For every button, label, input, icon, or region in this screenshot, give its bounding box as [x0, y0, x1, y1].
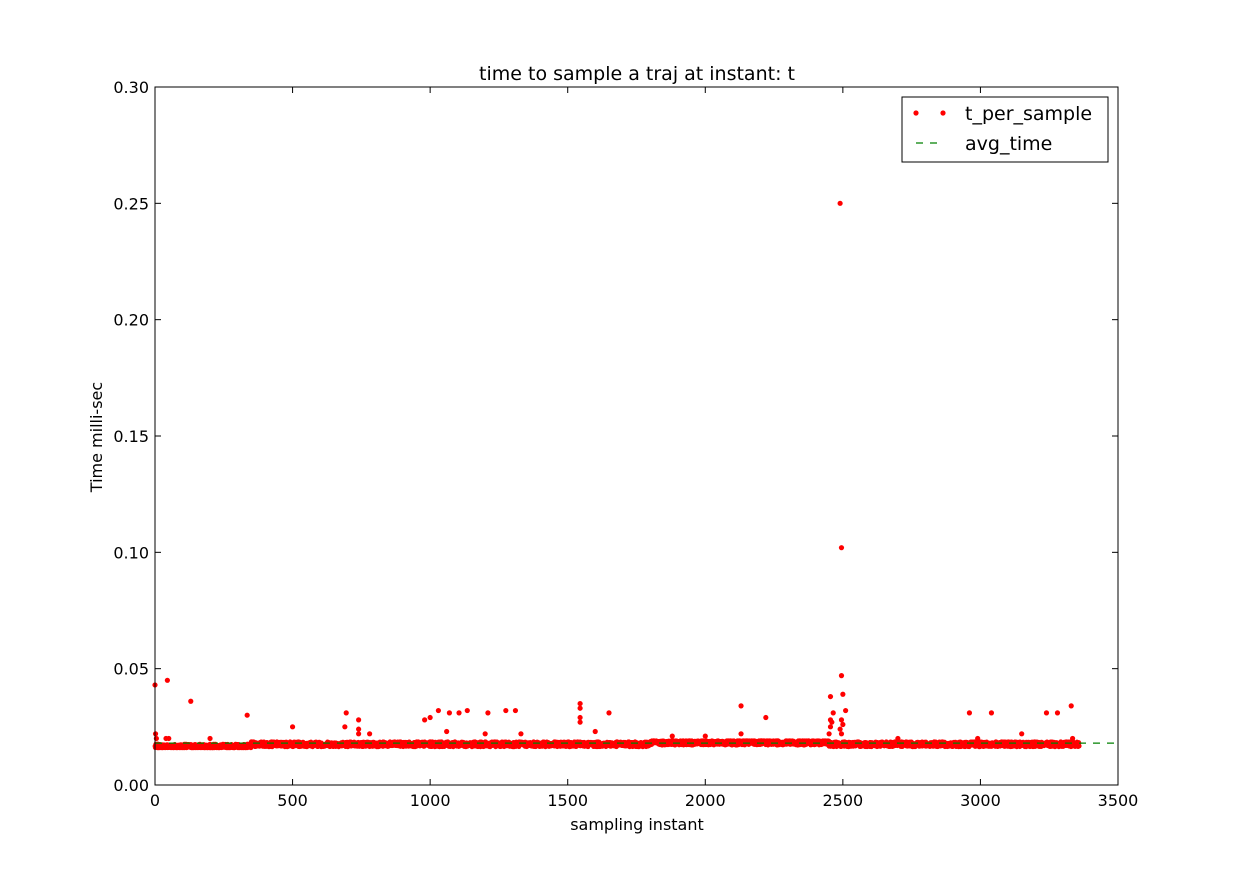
outlier-point: [577, 700, 583, 707]
y-tick-label: 0.15: [113, 427, 149, 446]
y-tick-label: 0.00: [113, 776, 149, 795]
outlier-point: [1068, 703, 1074, 709]
outlier-point: [518, 731, 524, 737]
outlier-point: [485, 710, 491, 716]
y-tick-label: 0.30: [113, 78, 149, 97]
x-tick-label: 2500: [822, 791, 863, 810]
outlier-point: [188, 698, 194, 704]
outlier-point: [840, 721, 846, 728]
outlier-point: [1019, 731, 1025, 737]
outlier-point: [966, 710, 973, 716]
outlier-point: [669, 733, 675, 739]
outlier-point: [356, 717, 362, 723]
outlier-point: [435, 707, 441, 714]
outlier-point: [837, 200, 843, 206]
outlier-point: [244, 712, 250, 718]
outlier-point: [356, 726, 362, 732]
outlier-point: [464, 707, 470, 714]
legend-marker-t-per-sample: [913, 110, 919, 116]
x-tick-label: 1500: [547, 791, 588, 810]
outlier-point: [843, 707, 849, 714]
x-tick-label: 2000: [685, 791, 726, 810]
outlier-point: [342, 724, 348, 730]
x-tick-label: 1000: [410, 791, 451, 810]
outlier-point: [838, 545, 845, 551]
outlier-point: [830, 710, 836, 716]
outlier-point: [356, 731, 362, 737]
outlier-point: [577, 714, 583, 721]
plot-area: [152, 200, 1118, 751]
y-tick-label: 0.25: [113, 194, 149, 213]
outlier-point: [343, 710, 349, 716]
outlier-point: [164, 677, 170, 683]
outlier-point: [826, 731, 832, 737]
outlier-point: [829, 719, 835, 725]
outlier-point: [988, 710, 995, 716]
outlier-point: [1054, 710, 1061, 716]
outlier-point: [895, 735, 901, 742]
x-tick-label: 0: [150, 791, 160, 810]
outlier-point: [827, 724, 834, 730]
outlier-point: [702, 733, 708, 739]
outlier-point: [763, 714, 769, 721]
outlier-point: [738, 703, 744, 709]
outlier-point: [166, 735, 172, 742]
outlier-point: [827, 693, 834, 700]
x-tick-label: 500: [277, 791, 308, 810]
x-tick-label: 3000: [960, 791, 1001, 810]
x-axis: 0 500 1000 1500 2000 2500 3000 3500: [150, 87, 1138, 810]
outlier-point: [512, 707, 519, 714]
outlier-point: [738, 731, 744, 737]
outlier-point: [606, 710, 612, 716]
outlier-point: [838, 731, 845, 737]
outlier-point: [444, 728, 450, 735]
y-axis: 0.00 0.05 0.10 0.15 0.20 0.25 0.30: [113, 78, 1118, 795]
outlier-point: [367, 731, 373, 737]
outlier-point: [837, 726, 843, 732]
outlier-point: [289, 724, 296, 730]
outlier-point: [1043, 710, 1050, 716]
outlier-point: [422, 717, 428, 723]
outlier-point: [975, 735, 981, 742]
legend: t_per_sample avg_time: [901, 96, 1109, 163]
x-axis-label: sampling instant: [570, 815, 704, 834]
chart-title: time to sample a traj at instant: t: [479, 63, 795, 85]
y-tick-label: 0.05: [113, 660, 149, 679]
outlier-point: [427, 714, 433, 721]
outlier-point: [482, 731, 488, 737]
outlier-point: [152, 731, 159, 737]
outlier-point: [503, 707, 509, 714]
outlier-point: [577, 719, 583, 725]
outlier-point: [838, 673, 845, 679]
outlier-point: [1070, 735, 1076, 742]
legend-marker-t-per-sample-2: [940, 110, 946, 116]
y-tick-label: 0.20: [113, 311, 149, 330]
outlier-point: [207, 735, 213, 742]
outlier-point: [446, 710, 452, 716]
y-tick-label: 0.10: [113, 543, 149, 562]
plot-frame: [154, 86, 1119, 786]
outlier-point: [456, 710, 462, 716]
outlier-point: [592, 728, 598, 735]
legend-label-t-per-sample: t_per_sample: [965, 103, 1092, 125]
legend-label-avg-time: avg_time: [965, 133, 1052, 155]
y-axis-label: Time milli-sec: [87, 382, 106, 493]
data-point: [1076, 743, 1082, 749]
outlier-point: [840, 691, 846, 697]
outlier-point: [838, 717, 845, 723]
outlier-point: [577, 705, 583, 711]
legend-box: [901, 96, 1109, 163]
x-tick-label: 3500: [1098, 791, 1139, 810]
